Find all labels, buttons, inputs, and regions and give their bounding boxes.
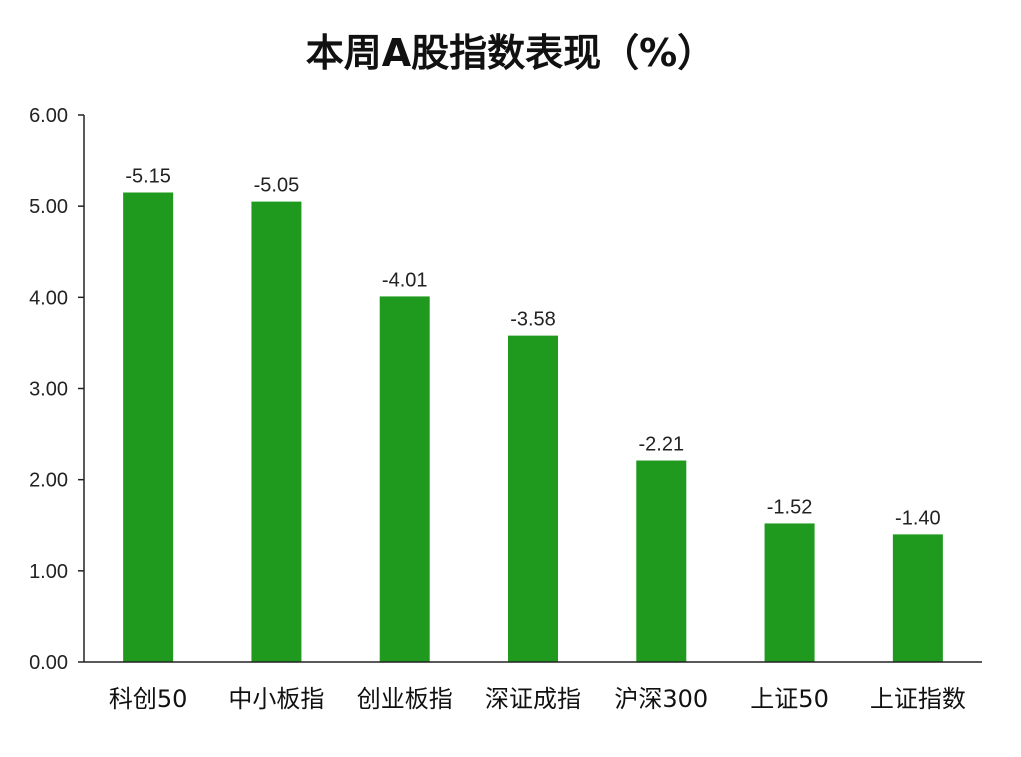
y-tick-label: 0.00 xyxy=(29,652,68,674)
bar xyxy=(508,335,558,662)
x-category-label: 上证指数 xyxy=(870,685,966,713)
bar xyxy=(379,296,430,662)
x-category-label: 沪深300 xyxy=(614,685,708,713)
y-axis: 0.00 1.00 2.00 3.00 4.00 5.00 6.00 xyxy=(29,105,85,674)
bar xyxy=(892,534,943,662)
bars: -5.15 -5.05 -4.01 -3.58 -2.21 -1.52 -1.40 xyxy=(123,165,943,662)
bar xyxy=(636,460,687,662)
chart-title: 本周A股指数表现（%） xyxy=(305,31,716,75)
y-tick-label: 5.00 xyxy=(29,196,68,218)
data-label: -1.52 xyxy=(767,496,813,518)
bar xyxy=(123,192,174,662)
data-label: -2.21 xyxy=(638,434,684,456)
data-label: -5.05 xyxy=(254,175,300,197)
x-category-label: 科创50 xyxy=(109,685,188,713)
data-label: -4.01 xyxy=(382,269,428,291)
x-category-label: 创业板指 xyxy=(357,685,453,713)
bar xyxy=(251,201,302,662)
y-tick-label: 4.00 xyxy=(29,287,68,309)
y-tick-label: 2.00 xyxy=(29,470,68,492)
y-tick-label: 3.00 xyxy=(29,379,68,401)
data-label: -3.58 xyxy=(510,309,556,331)
bar xyxy=(764,523,815,662)
x-axis: 科创50 中小板指 创业板指 深证成指 沪深300 上证50 上证指数 xyxy=(84,661,982,713)
x-category-label: 中小板指 xyxy=(228,685,324,713)
x-category-label: 上证50 xyxy=(750,685,829,713)
data-label: -5.15 xyxy=(125,165,171,187)
y-tick-label: 6.00 xyxy=(29,105,68,127)
data-label: -1.40 xyxy=(895,507,941,529)
y-tick-label: 1.00 xyxy=(29,561,68,583)
x-category-label: 深证成指 xyxy=(485,685,581,713)
